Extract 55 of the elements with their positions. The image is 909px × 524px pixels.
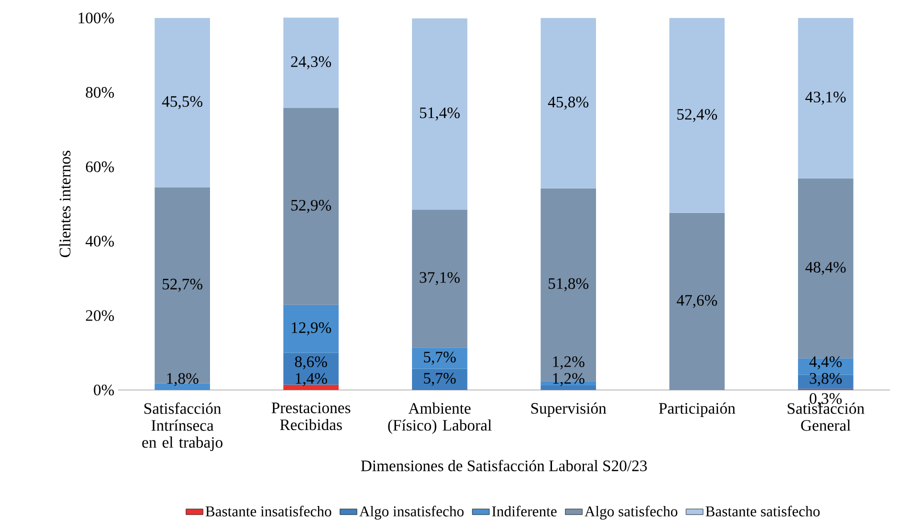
y-tick-label: 20% [86,310,114,321]
data-label: 52,9% [291,200,332,213]
data-label: 48,4% [805,262,846,275]
data-label: 52,4% [677,108,718,122]
bar [540,18,596,188]
data-label: 45,8% [548,96,588,110]
x-tick-label: Supervisión [531,402,606,417]
data-label: 51,8% [548,278,588,292]
data-label: 12,9% [292,322,332,336]
bar [283,384,339,390]
bar [154,18,210,188]
y-tick-label: 100% [78,12,114,24]
x-tick-label: Satisfacción Intrínseca en el trabajo [142,402,222,452]
data-label: 43,1% [805,92,846,105]
data-label: 5,7% [424,352,456,365]
data-label: 47,6% [676,294,718,308]
data-label: 1,8% [167,373,198,386]
legend-label: Bastante satisfecho [706,506,820,516]
legend-label: Algo satisfecho [584,506,678,520]
x-tick-label: Prestaciones Recibidas [272,402,350,430]
data-label: 8,6% [295,356,328,370]
x-axis-title: Dimensiones de Satisfacción Laboral S20/23 [361,460,647,472]
y-tick-label: 60% [86,161,114,172]
bar [412,368,468,390]
bar [798,18,854,178]
data-label: 52,7% [162,278,202,292]
y-axis-title: Clientes internos [59,150,70,258]
data-label: 3,8% [810,373,842,386]
data-label: 45,5% [162,96,202,110]
y-tick-label: 0% [94,384,114,396]
data-label: 24,3% [291,56,332,70]
bar [540,386,596,390]
legend-label: Indiferente [492,506,557,516]
data-label: 51,4% [420,107,460,120]
data-label: 37,1% [420,272,460,286]
bar [669,18,725,213]
legend-label: Bastante insatisfecho [206,506,332,516]
bar [283,18,339,108]
y-tick-label: 40% [86,236,114,247]
bar [669,212,725,390]
data-label: 1,2% [553,373,584,386]
legend-label: Algo insatisfecho [359,506,464,520]
bar [412,18,468,210]
x-tick-label: Ambiente (Físico) Laboral [388,402,492,434]
bar [283,304,339,353]
bar [412,210,468,348]
x-tick-label: Participaión [658,402,736,417]
y-tick-label: 80% [86,87,114,98]
bar [283,108,339,305]
data-label: 5,7% [424,372,456,386]
data-label: 4,4% [809,356,842,370]
bar [798,374,854,389]
data-label: 1,2% [553,356,584,370]
bar [412,348,468,369]
data-label: 1,4% [296,373,328,386]
